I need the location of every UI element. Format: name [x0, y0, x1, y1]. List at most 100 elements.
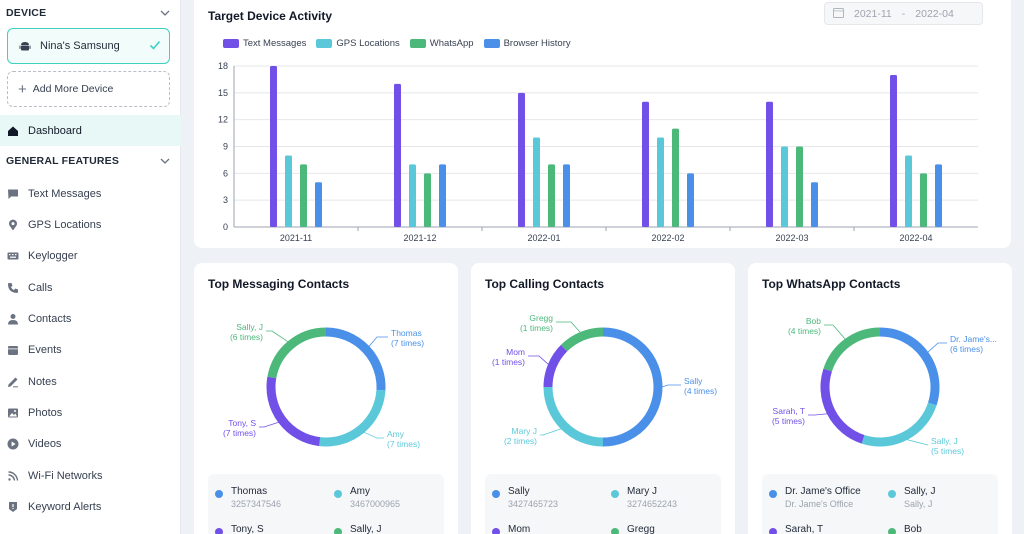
bar[interactable] — [518, 92, 525, 227]
legend-item-gps-locations[interactable]: GPS Locations — [316, 38, 400, 49]
chevron-down-icon[interactable] — [158, 6, 172, 20]
date-from: 2021-11 — [854, 7, 892, 20]
calling-donut-chart: Sally(4 times)Mary J(2 times)Mom(1 times… — [492, 313, 717, 447]
x-tick-label: 2022-03 — [775, 233, 808, 243]
sidebar-item-label: Keylogger — [28, 249, 78, 262]
bar[interactable] — [905, 155, 912, 227]
sidebar-item-keylogger[interactable]: Keylogger — [0, 240, 181, 271]
features-section-header[interactable]: GENERAL FEATURES — [6, 151, 172, 171]
messaging-contacts-card: Top Messaging Contacts Thomas (7 times) Am… — [194, 263, 458, 534]
slice-count-label: (4 times) — [684, 386, 717, 396]
bar[interactable] — [548, 164, 555, 227]
contact-dot — [334, 490, 342, 498]
legend-item-browser-history[interactable]: Browser History — [483, 38, 571, 49]
device-header-label: DEVICE — [6, 7, 47, 19]
label-leader-line — [540, 428, 562, 436]
chevron-down-icon[interactable] — [158, 154, 172, 168]
bar[interactable] — [533, 137, 540, 227]
donut-slice[interactable] — [560, 327, 604, 352]
bar[interactable] — [285, 155, 292, 227]
calling-contact-list: Sally 3427465723 Mary J 3274652243 Mom Gre… — [485, 474, 721, 534]
donut-slice[interactable] — [319, 389, 386, 447]
bar[interactable] — [657, 137, 664, 227]
slice-count-label: (4 times) — [788, 326, 821, 336]
add-device-button[interactable]: + Add More Device — [7, 71, 170, 107]
bar[interactable] — [687, 173, 694, 227]
bar[interactable] — [270, 66, 277, 227]
legend-item-whatsapp[interactable]: WhatsApp — [409, 38, 474, 49]
date-range-picker[interactable]: 2021-11 - 2022-04 — [824, 2, 983, 25]
legend-swatch — [223, 39, 239, 48]
contact-name: Gregg — [627, 524, 655, 534]
bar[interactable] — [424, 173, 431, 227]
sidebar-item-calls[interactable]: Calls — [0, 272, 181, 303]
device-section-header[interactable]: DEVICE — [6, 3, 172, 23]
donut-slice[interactable] — [325, 327, 386, 391]
sidebar-item-text-messages[interactable]: Text Messages — [0, 178, 181, 209]
bar[interactable] — [315, 182, 322, 227]
bar[interactable] — [300, 164, 307, 227]
bar[interactable] — [796, 146, 803, 228]
play-icon — [7, 438, 19, 450]
activity-bar-chart: 0 3 6 9 12 15 18 2021-11 2021-12 2022-01 2022-02 20… — [218, 61, 978, 243]
contact-name: Thomas — [231, 486, 268, 497]
bar[interactable] — [935, 164, 942, 227]
donut-slice[interactable] — [861, 402, 937, 447]
donut-slice[interactable] — [543, 344, 568, 388]
sidebar-item-keyword-alerts[interactable]: Keyword Alerts — [0, 491, 181, 522]
sidebar-item-videos[interactable]: Videos — [0, 428, 181, 459]
sidebar-item-label: Dashboard — [28, 124, 82, 137]
bar[interactable] — [642, 101, 649, 227]
contact-name: Sally — [508, 486, 530, 497]
legend-swatch — [316, 39, 333, 48]
check-icon — [149, 39, 161, 54]
sidebar-item-wifi-networks[interactable]: Wi-Fi Networks — [0, 460, 181, 491]
sidebar-item-contacts[interactable]: Contacts — [0, 303, 181, 334]
sidebar-item-notes[interactable]: Notes — [0, 366, 181, 397]
x-tick-label: 2021-11 — [280, 233, 312, 243]
bar[interactable] — [439, 164, 446, 227]
pencil-icon — [7, 376, 19, 388]
label-leader-line — [906, 439, 929, 446]
legend-item-text-messages[interactable]: Text Messages — [223, 38, 306, 49]
y-tick-label: 9 — [223, 142, 228, 152]
slice-count-label: (7 times) — [223, 428, 256, 438]
x-tick-label: 2022-02 — [651, 233, 684, 243]
donut-slice[interactable] — [879, 327, 940, 406]
legend-swatch — [409, 39, 426, 48]
bar[interactable] — [409, 164, 416, 227]
donut-slice[interactable] — [602, 327, 663, 447]
sidebar-item-dashboard[interactable]: Dashboard — [0, 115, 181, 146]
contact-dot — [215, 490, 223, 498]
contact-name: Amy — [350, 486, 370, 497]
bar[interactable] — [394, 83, 401, 227]
bar[interactable] — [766, 101, 773, 227]
y-tick-label: 15 — [218, 88, 228, 98]
date-to: 2022-04 — [915, 7, 954, 20]
bar[interactable] — [890, 74, 897, 227]
sidebar-item-label: GPS Locations — [28, 218, 102, 231]
message-icon — [7, 188, 19, 200]
contact-name: Dr. Jame's Office — [785, 486, 861, 497]
bar[interactable] — [811, 182, 818, 227]
activity-card: Target Device Activity 2021-11 - 2022-04… — [194, 0, 1011, 248]
bar[interactable] — [563, 164, 570, 227]
sidebar-item-gps-locations[interactable]: GPS Locations — [0, 209, 181, 240]
bar[interactable] — [781, 146, 788, 228]
donut-slice[interactable] — [267, 327, 327, 379]
legend-label: Browser History — [503, 38, 571, 49]
device-selector[interactable]: Nina's Samsung — [7, 28, 170, 64]
donut-slice[interactable] — [543, 386, 604, 447]
slice-label: Gregg — [529, 313, 553, 323]
sidebar-item-photos[interactable]: Photos — [0, 397, 181, 428]
sidebar-item-events[interactable]: Events — [0, 334, 181, 365]
legend-swatch — [483, 39, 500, 48]
donut-slice[interactable] — [823, 327, 881, 372]
donut-slice[interactable] — [266, 376, 321, 447]
slice-label: Dr. Jame's... — [950, 334, 997, 344]
bar[interactable] — [672, 128, 679, 227]
label-leader-line — [528, 355, 549, 365]
donut-slice[interactable] — [820, 368, 865, 444]
home-icon — [7, 125, 19, 137]
bar[interactable] — [920, 173, 927, 227]
